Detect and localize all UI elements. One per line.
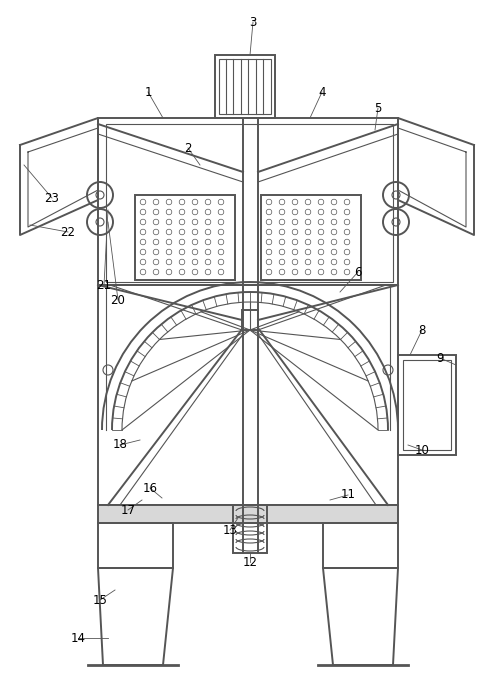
- Text: 4: 4: [318, 85, 326, 99]
- Bar: [261, 195, 361, 280]
- Bar: [106, 124, 393, 282]
- Text: 9: 9: [436, 352, 444, 364]
- Bar: [219, 59, 271, 114]
- Text: 8: 8: [418, 323, 426, 336]
- Bar: [215, 55, 275, 118]
- Text: 22: 22: [60, 225, 76, 238]
- Bar: [98, 285, 398, 505]
- Text: 13: 13: [223, 523, 238, 537]
- Bar: [135, 195, 235, 280]
- Text: 3: 3: [249, 15, 257, 28]
- Text: 5: 5: [374, 101, 382, 115]
- Bar: [233, 505, 267, 553]
- Text: 6: 6: [354, 265, 362, 279]
- Text: 12: 12: [243, 555, 257, 569]
- Text: 18: 18: [113, 439, 127, 452]
- Text: 23: 23: [44, 192, 59, 204]
- Bar: [242, 310, 258, 330]
- Bar: [323, 523, 398, 568]
- Text: 15: 15: [92, 594, 107, 607]
- Bar: [398, 355, 456, 455]
- Text: 14: 14: [71, 632, 85, 644]
- Text: 16: 16: [142, 482, 158, 495]
- Bar: [98, 523, 173, 568]
- Text: 20: 20: [111, 293, 125, 306]
- Text: 21: 21: [96, 279, 112, 291]
- Text: 10: 10: [414, 443, 429, 457]
- Text: 11: 11: [340, 489, 356, 502]
- Bar: [403, 360, 451, 450]
- Bar: [98, 118, 398, 285]
- Text: 17: 17: [121, 503, 135, 516]
- Text: 2: 2: [184, 142, 192, 154]
- Bar: [98, 505, 398, 523]
- Text: 1: 1: [144, 85, 152, 99]
